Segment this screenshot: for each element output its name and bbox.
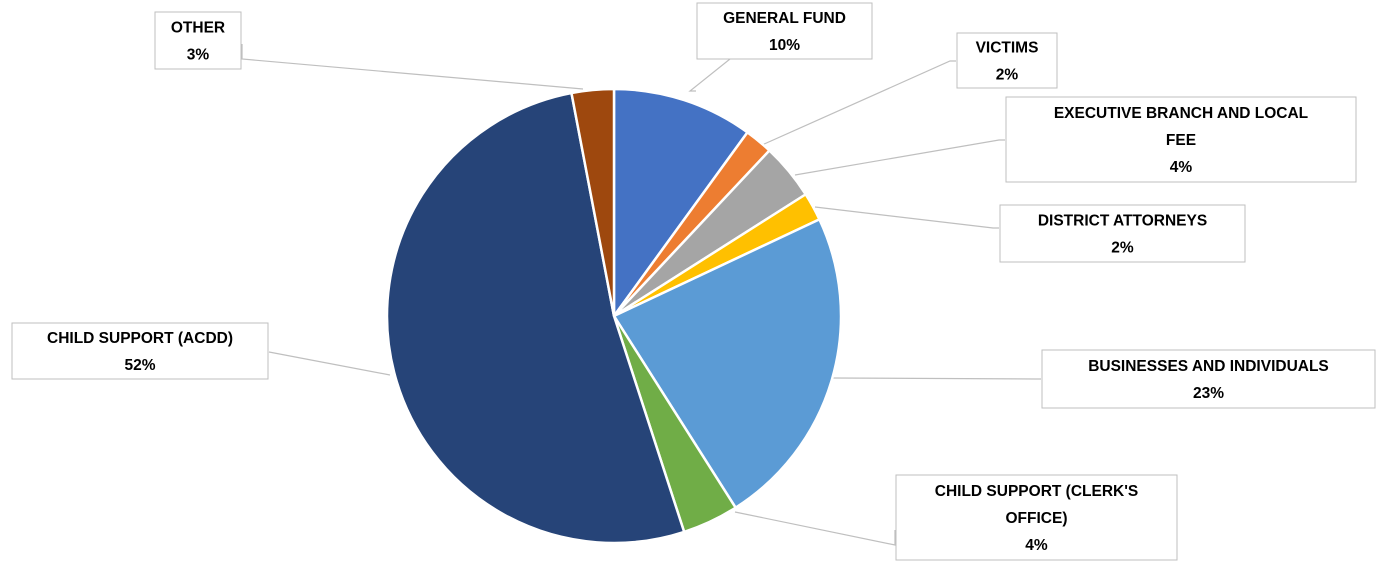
leader-line (241, 44, 584, 90)
data-label-box (154, 11, 242, 70)
leader-lines (241, 44, 1041, 546)
data-label: EXECUTIVE BRANCH AND LOCAL FEE 4% (1005, 96, 1357, 183)
leader-line (794, 139, 1005, 176)
data-label: BUSINESSES AND INDIVIDUALS 23% (1041, 349, 1376, 409)
data-label-percent: 52% (124, 357, 155, 374)
leader-line (688, 58, 731, 92)
data-label-percent: 10% (769, 37, 800, 54)
data-label-percent: 4% (1170, 159, 1193, 176)
leader-line (761, 60, 956, 146)
pie-slice (612, 87, 749, 318)
leader-line (832, 377, 1041, 380)
data-label-category: CHILD SUPPORT (CLERK'S (935, 483, 1138, 500)
pie-slice (570, 87, 616, 318)
data-label-category: GENERAL FUND (723, 10, 846, 27)
data-label-box (956, 32, 1058, 89)
data-label-percent: 2% (1111, 240, 1134, 257)
data-label-box (1005, 96, 1357, 183)
data-label: VICTIMS 2% (956, 32, 1058, 89)
data-label: GENERAL FUND 10% (696, 2, 873, 60)
data-label-box (999, 204, 1246, 263)
data-label: CHILD SUPPORT (CLERK'S OFFICE) 4% (895, 474, 1178, 561)
pie-slice (612, 218, 843, 509)
data-label-category: DISTRICT ATTORNEYS (1038, 213, 1207, 230)
data-label-percent: 23% (1193, 385, 1224, 402)
pie-slices (385, 87, 843, 545)
pie-slice (385, 91, 686, 545)
data-label-box (696, 2, 873, 60)
leader-line (268, 351, 391, 376)
data-label: DISTRICT ATTORNEYS 2% (999, 204, 1246, 263)
data-labels: GENERAL FUND 10% VICTIMS 2% EXECUTIVE BRANCH… (11, 2, 1376, 561)
data-label-percent: 3% (187, 47, 210, 64)
data-label-category: EXECUTIVE BRANCH AND LOCAL (1054, 105, 1308, 122)
data-label-category: VICTIMS (976, 40, 1039, 57)
data-label-category: OFFICE) (1006, 510, 1068, 527)
data-label-percent: 2% (996, 67, 1019, 84)
data-label-category: CHILD SUPPORT (ACDD) (47, 330, 233, 347)
data-label-box (11, 322, 269, 380)
data-label-percent: 4% (1025, 537, 1048, 554)
data-label-box (1041, 349, 1376, 409)
data-label-category: FEE (1166, 132, 1196, 149)
data-label-category: OTHER (171, 20, 225, 37)
leader-line (814, 206, 999, 229)
data-label: OTHER 3% (154, 11, 242, 70)
data-label-box (895, 474, 1178, 561)
data-label-category: BUSINESSES AND INDIVIDUALS (1088, 358, 1329, 375)
data-label: CHILD SUPPORT (ACDD) 52% (11, 322, 269, 380)
leader-line (734, 511, 896, 546)
